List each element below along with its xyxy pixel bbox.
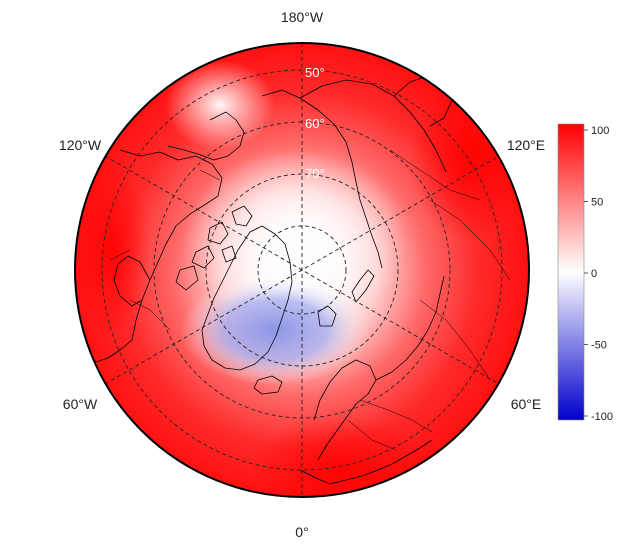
longitude-label-upper-left: 120°W (59, 137, 102, 153)
longitude-label-lower-left: 60°W (63, 396, 98, 412)
hudson-bay-coast (113, 255, 151, 307)
map-boundary (74, 42, 530, 498)
colorbar-tick-label: 100 (591, 125, 609, 137)
longitude-label-top: 180°W (281, 9, 324, 25)
north-america-coast (85, 149, 223, 363)
colorbar-gradient (557, 123, 585, 421)
field-strong-americas (75, 160, 150, 340)
colorbar-tick-label: 0 (591, 268, 597, 280)
colorbar-tick-label: -50 (591, 340, 607, 352)
field-strong-pacific (410, 80, 529, 240)
latitude-circle-60 (153, 121, 451, 419)
latitude-circle-50 (101, 69, 503, 471)
colorbar-tick-label: 50 (591, 197, 603, 209)
novaya-zemlya-coast (351, 269, 375, 303)
latitude-label-60: 60° (305, 116, 325, 131)
field-negative-greenland (180, 275, 370, 385)
field-weak-region-north (165, 60, 275, 150)
latitude-label-50: 50° (305, 65, 325, 80)
colorbar-ticks: 100 50 0 -50 -100 (584, 125, 613, 423)
canadian-archipelago (175, 205, 253, 291)
longitude-label-lower-right: 60°E (511, 396, 542, 412)
europe-coast (299, 439, 433, 485)
longitude-label-upper-right: 120°E (507, 137, 545, 153)
colorbar-tick-label: -100 (591, 411, 613, 423)
country-borders (109, 149, 511, 451)
colorbar: 100 50 0 -50 -100 (557, 123, 613, 423)
meridian-120w-60e (104, 155, 500, 385)
latitude-circle-80 (257, 225, 347, 315)
alaska-coast (167, 111, 245, 161)
greenland-coast (201, 225, 293, 371)
longitude-label-bottom: 0° (295, 524, 308, 540)
iceland-coast (253, 375, 283, 395)
latitude-label-80: 80° (305, 214, 325, 229)
coastlines (85, 75, 511, 485)
field-strong-europe (250, 415, 430, 497)
russia-north-coast (375, 275, 445, 381)
graticule (101, 43, 503, 497)
data-field (75, 43, 529, 497)
latitude-label-70: 70° (305, 166, 325, 181)
